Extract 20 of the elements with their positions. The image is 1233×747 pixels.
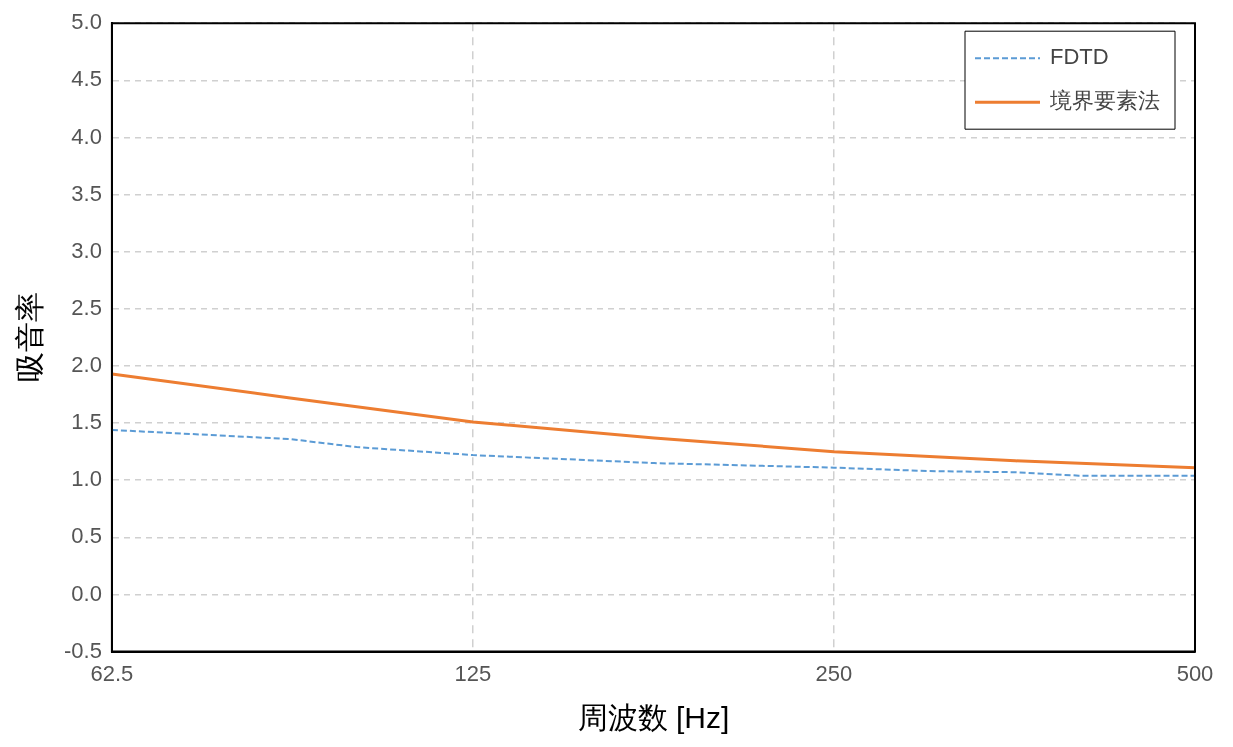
x-tick-label: 62.5: [90, 660, 134, 686]
y-tick-label: 2.5: [71, 294, 102, 320]
y-tick-label: 5.0: [71, 9, 102, 35]
y-tick-label: 2.0: [71, 352, 102, 378]
y-tick-label: 0.0: [71, 580, 102, 606]
legend-label: FDTD: [1050, 44, 1109, 70]
legend-label: 境界要素法: [1049, 88, 1160, 114]
y-tick-label: 3.5: [71, 180, 102, 206]
y-tick-label: -0.5: [63, 637, 102, 663]
x-axis-title: 周波数 [Hz]: [577, 701, 730, 735]
y-axis-title: 吸音率: [13, 292, 47, 383]
y-tick-label: 4.0: [71, 123, 102, 149]
y-tick-label: 0.5: [71, 523, 102, 549]
y-tick-label: 4.5: [71, 66, 102, 92]
x-tick-label: 250: [815, 660, 853, 686]
y-tick-label: 1.5: [71, 409, 102, 435]
x-tick-label: 500: [1176, 660, 1214, 686]
y-tick-label: 1.0: [71, 466, 102, 492]
y-tick-label: 3.0: [71, 237, 102, 263]
x-tick-label: 125: [454, 660, 492, 686]
